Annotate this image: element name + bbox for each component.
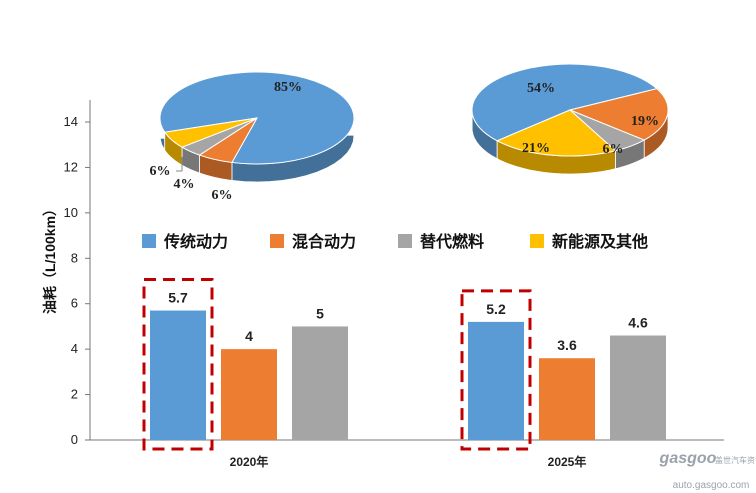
y-tick-label: 8 xyxy=(71,250,78,265)
pie-slice-label: 6% xyxy=(603,142,624,157)
pie-slice-label: 54% xyxy=(527,81,555,96)
y-tick-label: 12 xyxy=(64,159,78,174)
legend-swatch xyxy=(398,234,412,248)
y-axis-label: 油耗（L/100km） xyxy=(42,202,58,314)
highlight-box xyxy=(142,278,214,451)
legend-label: 新能源及其他 xyxy=(552,232,648,251)
y-tick-label: 2 xyxy=(71,387,78,402)
legend-label: 传统动力 xyxy=(163,232,228,251)
x-category-label: 2020年 xyxy=(230,454,269,469)
legend: 传统动力 混合动力 替代燃料 新能源及其他 xyxy=(142,232,648,251)
pie-slice xyxy=(495,109,617,157)
y-tick-label: 4 xyxy=(71,341,78,356)
pie-slice-label: 19% xyxy=(631,114,659,129)
watermark: gasgoo 盖世汽车资讯 auto.gasgoo.com xyxy=(659,450,756,491)
pie-slice xyxy=(163,117,258,148)
y-ticks: 0 2 4 6 8 10 12 14 xyxy=(64,114,90,447)
y-tick-label: 6 xyxy=(71,296,78,311)
bar xyxy=(539,358,595,440)
watermark-brand: 盖世汽车资讯 xyxy=(715,455,756,465)
bar xyxy=(610,335,666,440)
pie-slice xyxy=(568,88,669,141)
pie-slice-label: 6% xyxy=(212,188,233,203)
bar xyxy=(221,349,277,440)
pie-slice xyxy=(471,63,658,142)
pie-slice-label: 85% xyxy=(274,80,302,95)
bar-value-label: 5.2 xyxy=(486,301,506,317)
pie-leader-line xyxy=(176,157,183,172)
bar xyxy=(150,310,206,440)
bar-value-label: 5 xyxy=(316,305,324,321)
y-tick-label: 0 xyxy=(71,432,78,447)
y-tick-label: 10 xyxy=(64,205,78,220)
pie-slice-label: 6% xyxy=(150,164,171,179)
bar-value-label: 4 xyxy=(245,328,253,344)
legend-label: 混合动力 xyxy=(292,232,356,251)
y-tick-label: 14 xyxy=(64,114,78,129)
bar-value-label: 5.7 xyxy=(168,290,188,306)
legend-swatch xyxy=(270,234,284,248)
pie-charts: 85%6%4%6%54%19%6%21% xyxy=(150,63,669,203)
legend-swatch xyxy=(142,234,156,248)
pie-slice-label: 4% xyxy=(174,177,195,192)
watermark-logo: gasgoo xyxy=(659,450,717,467)
bar-value-label: 3.6 xyxy=(557,337,577,353)
x-category-label: 2025年 xyxy=(548,454,587,469)
bar-value-label: 4.6 xyxy=(628,315,648,331)
legend-swatch xyxy=(530,234,544,248)
bar xyxy=(292,326,348,440)
bar xyxy=(468,321,524,440)
watermark-url: auto.gasgoo.com xyxy=(673,480,750,491)
pie-slice-label: 21% xyxy=(522,141,550,156)
bar-series: 5.7 4 5 2020年 5.2 3.6 4.6 2025年 xyxy=(142,278,666,469)
legend-label: 替代燃料 xyxy=(420,232,484,251)
